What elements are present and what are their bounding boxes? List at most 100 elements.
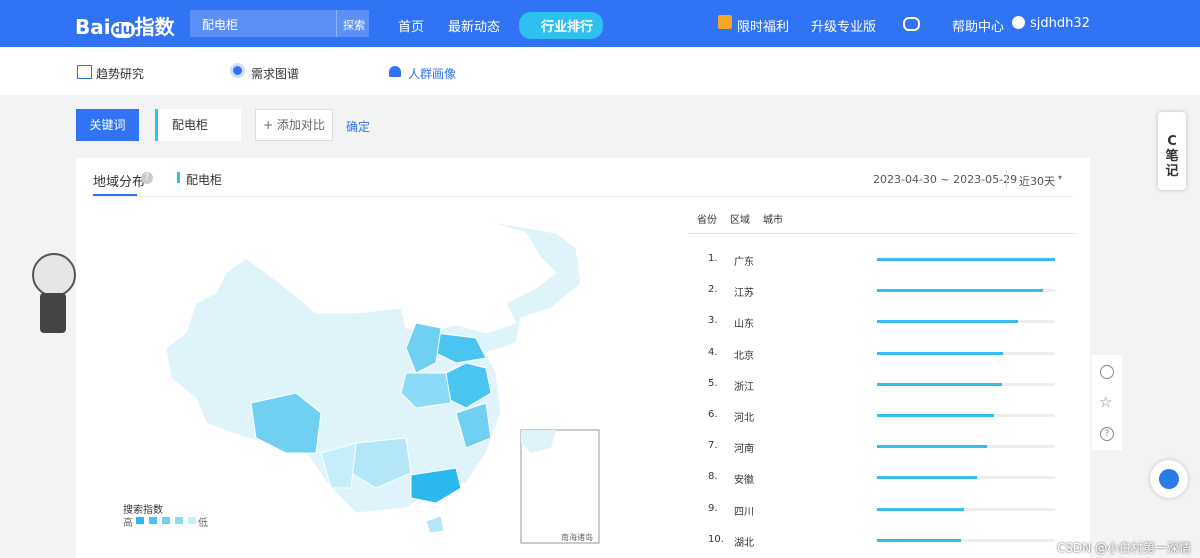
- star-icon[interactable]: ☆: [1099, 393, 1113, 411]
- icon: [233, 66, 242, 75]
- nav-pill[interactable]: 行业排行: [519, 12, 604, 39]
- confirm[interactable]: 确定: [346, 120, 371, 134]
- province-name: 河北: [734, 413, 754, 424]
- province-name: 浙江: [734, 381, 754, 393]
- region: [521, 430, 556, 453]
- province-name: 河南: [734, 444, 754, 456]
- divider: [1006, 170, 1007, 188]
- mascot-head: [32, 253, 76, 297]
- bar: [877, 507, 965, 511]
- map: [165, 220, 600, 544]
- province-name: 安徽: [734, 475, 754, 487]
- logo[interactable]: Bai du 指数: [75, 11, 175, 40]
- keyword-input[interactable]: 配电柜: [155, 109, 241, 141]
- add-compare[interactable]: + 添加对比: [255, 109, 333, 141]
- search-input: 配电柜: [202, 18, 239, 32]
- province-name: 四川: [734, 506, 754, 518]
- bar: [877, 414, 995, 417]
- rank-number: 1.: [708, 253, 718, 264]
- bar: [877, 320, 1018, 324]
- keyword-button[interactable]: 关键词: [76, 109, 139, 141]
- rank-number: 5.: [708, 377, 718, 389]
- logo-text: 指数: [134, 15, 175, 39]
- nav-link[interactable]: 最新动态: [448, 20, 501, 35]
- rank-number: 3.: [708, 315, 718, 327]
- province-name: 湖北: [734, 537, 754, 549]
- nav-link[interactable]: 帮助中心: [952, 20, 1005, 35]
- map-legend-scale: [136, 517, 144, 524]
- bar: [877, 258, 1055, 261]
- period-select[interactable]: 近30天: [1019, 175, 1055, 188]
- user-name[interactable]: sjdhdh32: [1030, 16, 1090, 31]
- ranking-tab[interactable]: 城市: [763, 215, 783, 226]
- search-button[interactable]: 探索: [343, 19, 365, 32]
- rank-number: 6.: [708, 409, 718, 420]
- rank-number: 7.: [708, 440, 718, 452]
- sub-nav-link[interactable]: 需求图谱: [251, 67, 300, 81]
- province-name: 山东: [734, 319, 754, 331]
- region: [425, 515, 445, 534]
- bar-track: [877, 538, 1055, 542]
- share-icon[interactable]: [1100, 365, 1114, 379]
- nav-link[interactable]: 限时福利: [737, 20, 790, 35]
- rank-number: 4.: [708, 346, 718, 358]
- map-legend-title: 搜索指数: [123, 505, 163, 516]
- bar: [877, 382, 1002, 386]
- chat-icon: [1159, 469, 1179, 489]
- region: [320, 442, 357, 489]
- tab-underline: [93, 194, 137, 196]
- gift-icon: [718, 15, 732, 29]
- province-name: 北京: [734, 350, 754, 362]
- divider: [93, 196, 1073, 197]
- region: [410, 467, 462, 504]
- card: 地域分布 ? 配电柜 2023-04-30 ~ 2023-05-29 近30天 …: [76, 158, 1090, 558]
- icon: [77, 65, 92, 79]
- icon: [389, 66, 401, 77]
- top-bar: Bai du 指数 配电柜 探索 首页 最新动态 行业排行 限时福利 升级专业版 帮…: [0, 0, 1200, 47]
- nav-link[interactable]: 首页: [398, 20, 425, 35]
- rank-number: 8.: [708, 471, 718, 483]
- bar: [877, 538, 961, 542]
- region: [400, 372, 452, 409]
- divider: [336, 10, 337, 37]
- search-box[interactable]: 配电柜 探索: [190, 10, 369, 37]
- note-button[interactable]: C 笔 记: [1158, 112, 1186, 190]
- tab[interactable]: 地域分布: [93, 175, 146, 190]
- map-legend-high: 高: [123, 518, 133, 529]
- sub-nav: 趋势研究 需求图谱 人群画像: [0, 47, 1200, 95]
- bar-track: [877, 507, 1055, 511]
- avatar: [1012, 16, 1025, 29]
- sub-nav-link[interactable]: 人群画像: [408, 67, 457, 81]
- help-icon[interactable]: ?: [141, 172, 153, 184]
- side-tools: ☆ ?: [1092, 355, 1122, 450]
- sub-nav-link[interactable]: 趋势研究: [96, 67, 145, 81]
- rank-number: 9.: [708, 502, 718, 514]
- logo-text: Bai: [75, 15, 111, 39]
- mascot: [18, 245, 90, 340]
- region: [250, 392, 322, 454]
- bar: [877, 351, 1004, 355]
- province-name: 江苏: [734, 288, 754, 300]
- region: [455, 402, 492, 449]
- bar: [877, 445, 988, 449]
- nav-link[interactable]: 升级专业版: [811, 20, 877, 35]
- legend-label: 配电柜: [186, 173, 223, 187]
- map-legend-low: 低: [198, 518, 208, 529]
- region: [405, 322, 442, 374]
- dropdown-arrow: ▾: [1058, 173, 1063, 182]
- inset-label: 南海诸岛: [561, 533, 593, 542]
- bar: [877, 476, 977, 480]
- bar: [877, 289, 1043, 293]
- date-range[interactable]: 2023-04-30 ~ 2023-05-29: [873, 173, 1018, 186]
- chat-button[interactable]: [1150, 460, 1188, 498]
- logo-text: du: [110, 22, 135, 38]
- mascot-body: [40, 293, 66, 333]
- watermark: CSDN @小白村第一深情: [1057, 541, 1192, 555]
- legend-swatch: [177, 172, 180, 183]
- divider: [688, 233, 1075, 234]
- ranking-tab[interactable]: 省份: [697, 215, 717, 226]
- wechat-icon[interactable]: [903, 17, 920, 31]
- ranking-tab[interactable]: 区域: [730, 215, 750, 226]
- help-icon[interactable]: ?: [1100, 427, 1114, 441]
